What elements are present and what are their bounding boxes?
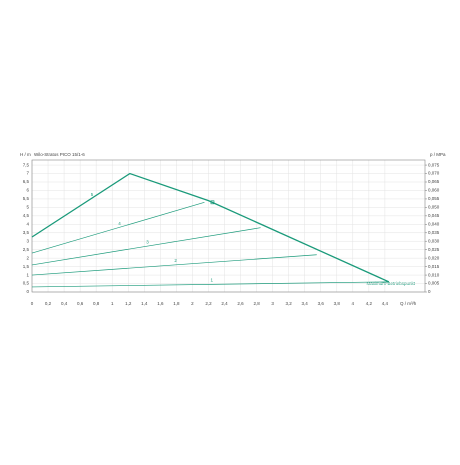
y-tick-label: 7,5 <box>23 162 30 167</box>
x-tick-label: 3,6 <box>318 301 325 306</box>
x-tick-label: 2,4 <box>221 301 228 306</box>
y-tick-label: 6 <box>26 188 29 193</box>
y-tick-label: 5,5 <box>23 196 30 201</box>
y2-tick-label: 0,010 <box>428 272 440 277</box>
x-tick-label: 1,2 <box>125 301 132 306</box>
y2-tick-label: 0,045 <box>428 213 440 218</box>
x-tick-label: 3,2 <box>286 301 293 306</box>
curve-label: 1 <box>210 278 213 283</box>
x-tick-label: 2 <box>191 301 194 306</box>
y-tick-label: 2 <box>26 255 29 260</box>
y2-tick-label: 0,055 <box>428 196 440 201</box>
x-tick-label: 1 <box>111 301 114 306</box>
x-tick-label: 0,2 <box>45 301 52 306</box>
x-tick-label: 2,2 <box>205 301 212 306</box>
x-tick-label: 0,4 <box>61 301 68 306</box>
curve-label: 2 <box>174 258 177 263</box>
y2-tick-label: 0,030 <box>428 238 440 243</box>
curve <box>31 172 390 283</box>
x-tick-label: 0,8 <box>93 301 100 306</box>
plot-frame <box>31 159 426 293</box>
y2-tick-label: 0,075 <box>428 162 440 167</box>
y-tick-label: 3,5 <box>23 230 30 235</box>
y-tick-label: 3 <box>26 238 29 243</box>
x-tick-label: 0 <box>31 301 34 306</box>
operating-point <box>210 200 215 205</box>
y2-tick-label: 0 <box>428 289 431 294</box>
y-tick-label: 5 <box>26 205 29 210</box>
y2-tick-label: 0,060 <box>428 188 440 193</box>
x-tick-label: 1,4 <box>141 301 148 306</box>
y2-tick-label: 0,015 <box>428 264 440 269</box>
x-tick-label: 1,6 <box>157 301 164 306</box>
y2-tick-label: 0,065 <box>428 179 440 184</box>
y-tick-label: 4 <box>26 221 29 226</box>
y2-tick-label: 0,005 <box>428 281 440 286</box>
x-axis-label: Q / m³/h <box>400 301 417 306</box>
y-tick-label: 4,5 <box>23 213 30 218</box>
y2-tick-label: 0,025 <box>428 247 440 252</box>
x-tick-label: 4 <box>352 301 355 306</box>
y-tick-label: 0 <box>26 289 29 294</box>
x-tick-label: 4,2 <box>366 301 373 306</box>
x-tick-label: 0,6 <box>77 301 84 306</box>
curve <box>31 201 205 254</box>
y2-tick-label: 0,020 <box>428 255 440 260</box>
y2-tick-label: 0,070 <box>428 171 440 176</box>
x-tick-label: 2,6 <box>237 301 244 306</box>
x-tick-label: 3,4 <box>302 301 309 306</box>
y2-axis-label: p / MPa <box>430 152 446 157</box>
x-tick-label: 1,8 <box>173 301 180 306</box>
y-axis-label: H / m <box>20 152 31 157</box>
x-tick-label: 4,4 <box>382 301 389 306</box>
curve-label: 3 <box>146 239 149 244</box>
curve <box>31 281 389 288</box>
x-tick-label: 3,8 <box>334 301 341 306</box>
y2-tick-label: 0,050 <box>428 205 440 210</box>
curve-label: 5 <box>91 192 94 197</box>
x-tick-label: 2,8 <box>253 301 260 306</box>
curve <box>31 227 261 266</box>
y2-tick-label: 0,035 <box>428 230 440 235</box>
y-tick-label: 1 <box>26 272 29 277</box>
chart-title: Wilo-Stratos PICO 15/1-6 <box>34 152 85 157</box>
y-tick-label: 2,5 <box>23 247 30 252</box>
curve-label: 4 <box>118 221 121 226</box>
y2-tick-label: 0,040 <box>428 221 440 226</box>
y-tick-label: 6,5 <box>23 179 30 184</box>
y-tick-label: 7 <box>26 171 29 176</box>
y-tick-label: 0,5 <box>23 281 30 286</box>
curve <box>31 254 317 276</box>
x-tick-label: 3 <box>271 301 274 306</box>
y-tick-label: 1,5 <box>23 264 30 269</box>
